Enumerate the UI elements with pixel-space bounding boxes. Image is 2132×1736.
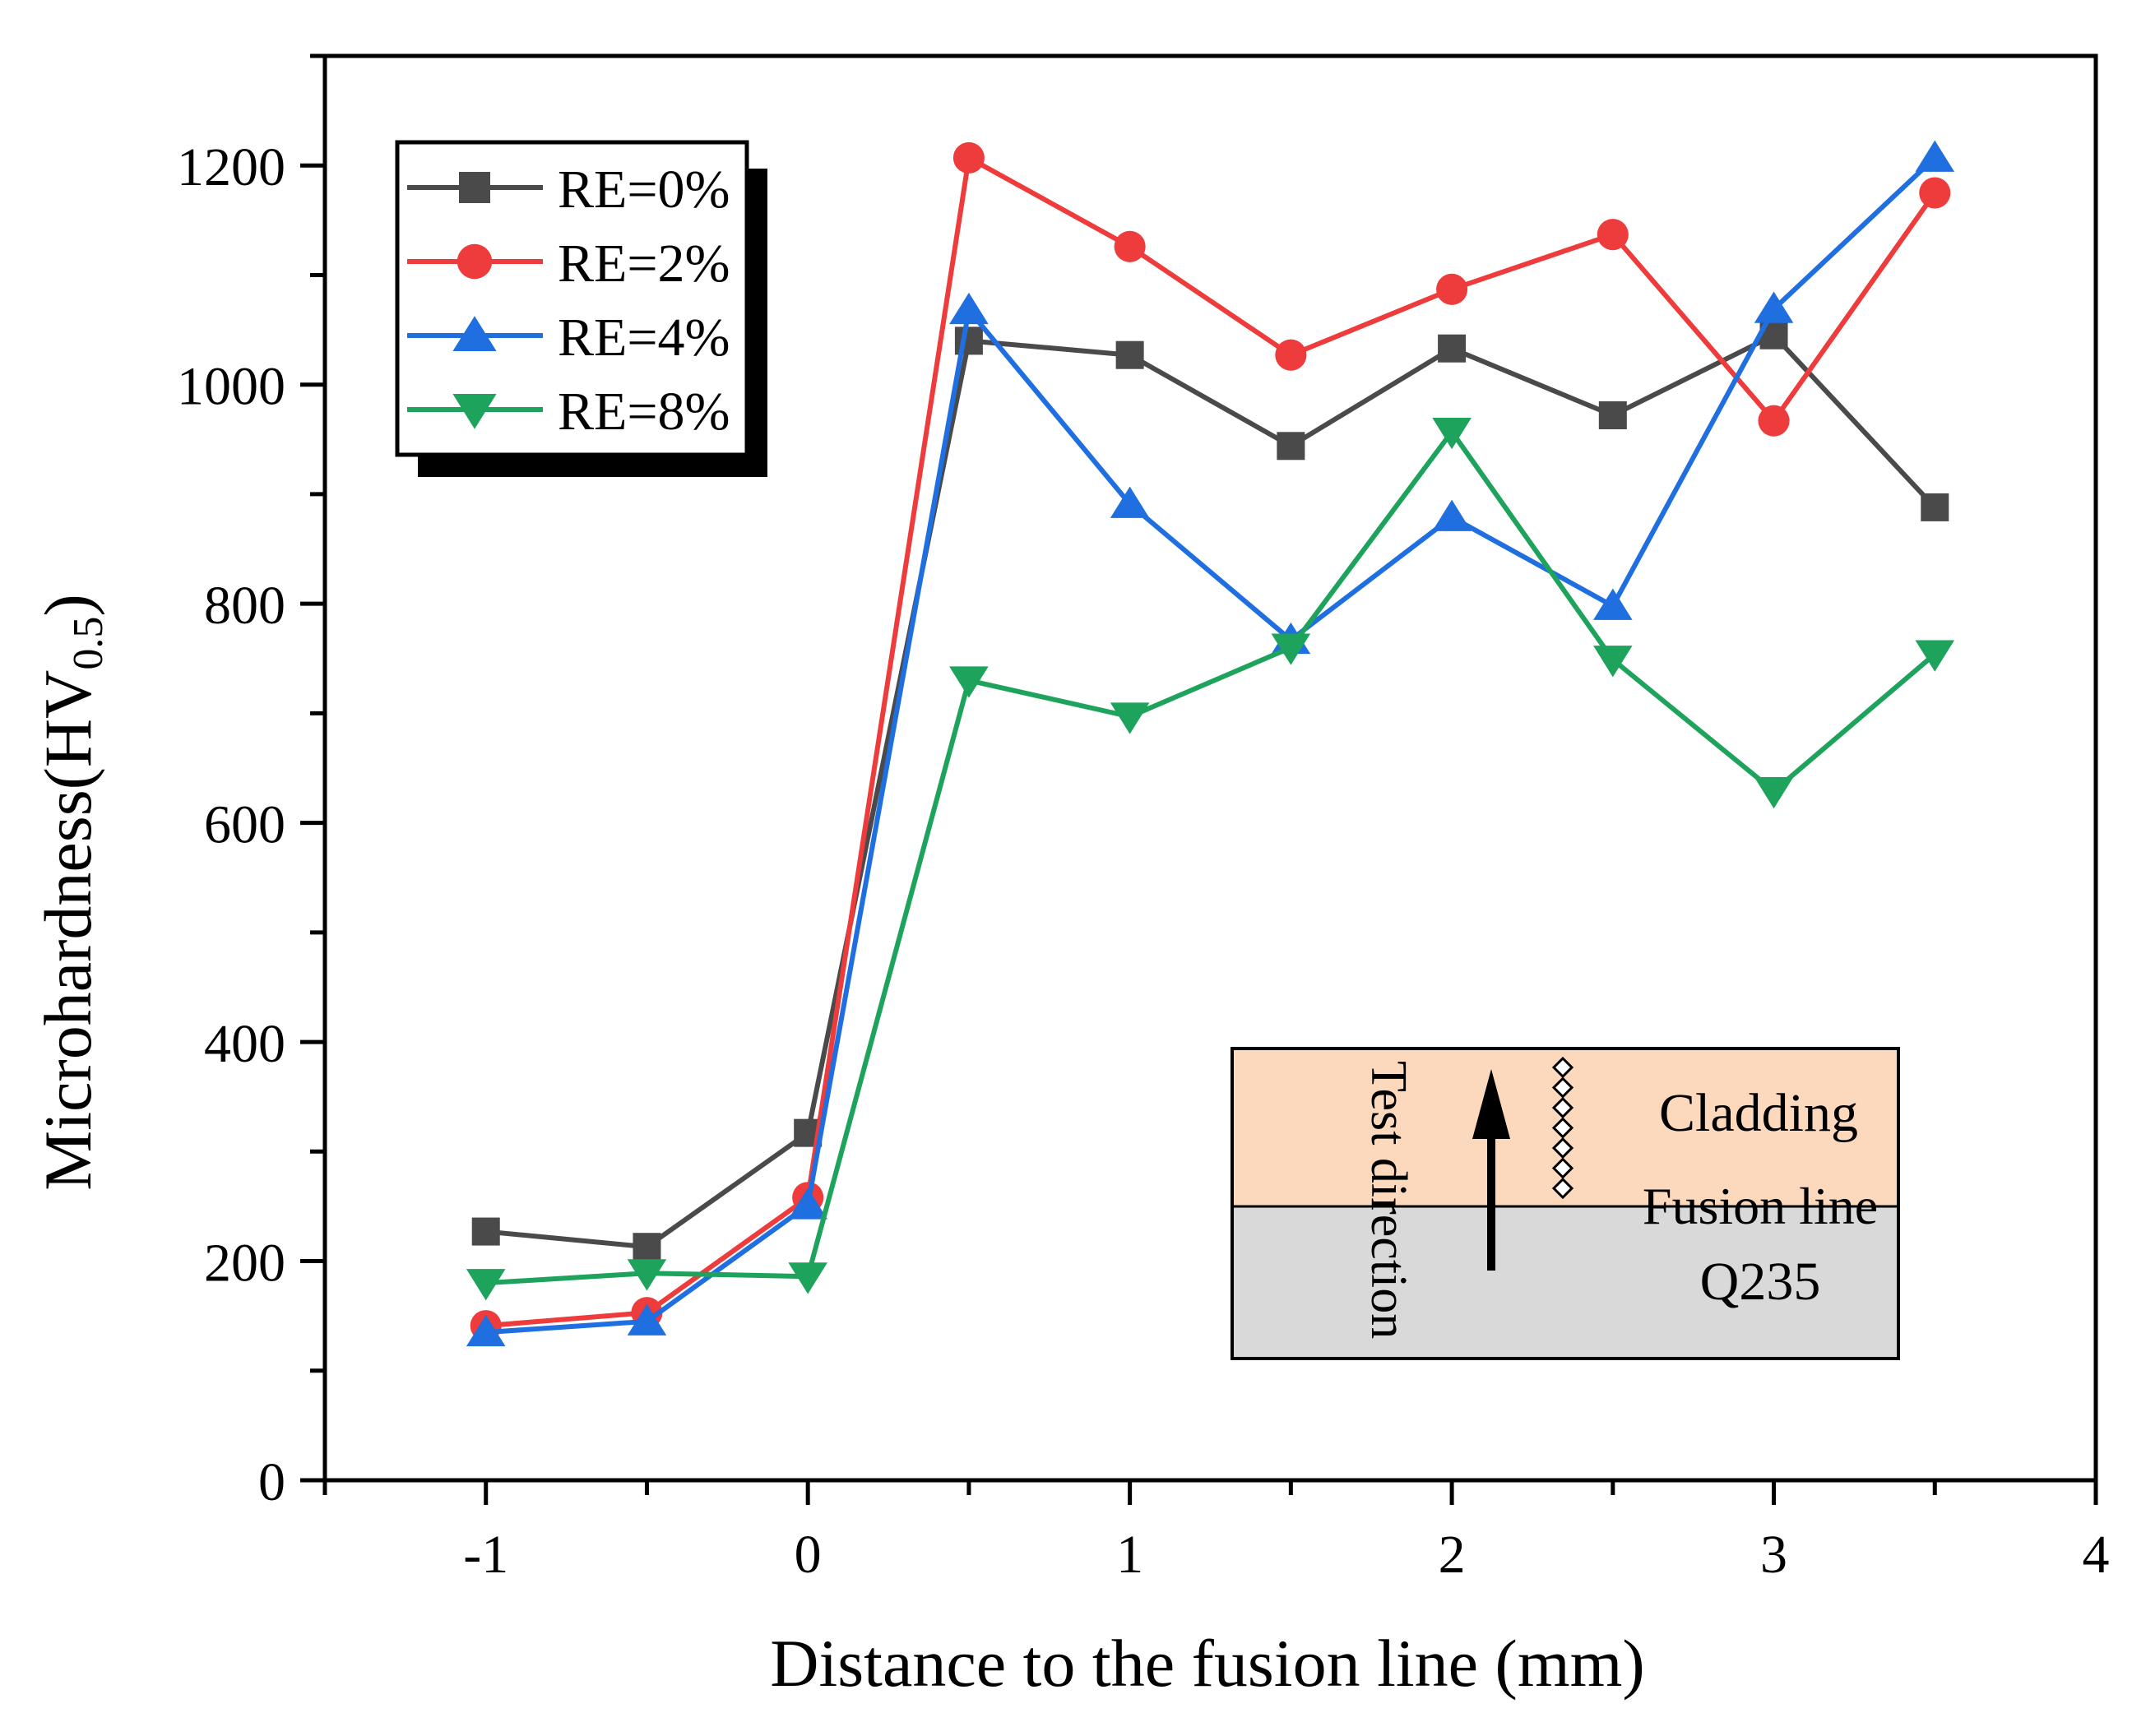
data-point: [1593, 588, 1633, 620]
series-RE=4%: [466, 140, 1955, 1347]
y-tick-label: 200: [204, 1234, 285, 1294]
y-tick-label: 1000: [177, 357, 285, 417]
legend: RE=0% RE=2% RE=4% RE=8%: [395, 140, 767, 477]
data-point: [952, 141, 985, 174]
y-tick-label: 0: [258, 1452, 285, 1512]
data-point: [633, 1233, 661, 1261]
data-point: [1915, 140, 1955, 172]
legend-marker: [459, 172, 490, 203]
series-line: [485, 428, 1937, 1286]
indent-markers: [1551, 1056, 1574, 1200]
x-tick-label: 1: [1116, 1525, 1143, 1585]
x-tick-label: -1: [463, 1525, 508, 1585]
data-point: [1432, 499, 1472, 531]
legend-items: RE=0% RE=2% RE=4% RE=8%: [407, 160, 730, 442]
indent-marker-icon: [1551, 1117, 1574, 1139]
data-point: [1271, 633, 1311, 665]
legend-box: [395, 140, 749, 457]
y-tick-label: 600: [204, 795, 285, 855]
data-point: [1597, 219, 1629, 251]
data-point: [1921, 493, 1949, 521]
indent-marker-icon: [1551, 1056, 1574, 1079]
data-point: [1432, 417, 1472, 450]
x-tick-label: 3: [1760, 1525, 1787, 1585]
data-point: [627, 1303, 667, 1336]
inset-base-region: [1232, 1206, 1898, 1359]
y-tick-label: 800: [204, 576, 285, 636]
legend-label: RE=8%: [558, 382, 730, 442]
data-point: [788, 1187, 827, 1220]
data-point: [949, 666, 989, 698]
data-point: [1114, 230, 1146, 262]
test-direction-arrow-head-icon: [1472, 1069, 1510, 1139]
x-axis-label: Distance to the fusion line (mm): [770, 1626, 1644, 1701]
legend-marker: [457, 243, 493, 280]
indent-marker-icon: [1551, 1076, 1574, 1099]
y-tick-label: 1200: [177, 137, 285, 197]
data-point: [1110, 702, 1150, 734]
series-RE=0%: [471, 321, 1949, 1261]
inset-border: [1231, 1047, 1900, 1360]
legend-marker: [452, 316, 497, 351]
x-tick-label: 2: [1439, 1525, 1466, 1585]
legend-marker: [452, 394, 497, 429]
series-line: [485, 332, 1937, 1250]
plot-frame: [322, 53, 2098, 1483]
test-direction-label: Test direction: [1360, 1061, 1416, 1339]
cladding-label: Cladding: [1659, 1083, 1858, 1143]
legend-label: RE=4%: [558, 308, 730, 368]
data-point: [954, 326, 983, 355]
indent-marker-icon: [1551, 1177, 1574, 1200]
data-point: [1115, 340, 1144, 369]
base-metal-label: Q235: [1700, 1252, 1821, 1312]
data-point: [949, 292, 989, 325]
data-point: [627, 1259, 667, 1291]
legend-label: RE=2%: [558, 234, 730, 294]
data-point: [1598, 400, 1627, 429]
data-point: [1110, 486, 1150, 518]
data-point: [1438, 334, 1467, 363]
legend-label: RE=0%: [558, 160, 730, 220]
data-point: [466, 1314, 506, 1347]
indent-marker-icon: [1551, 1157, 1574, 1179]
series-RE=8%: [466, 417, 1955, 1301]
data-point: [471, 1217, 500, 1246]
y-axis-label-subscript: 0.5: [65, 617, 112, 670]
axes: 0 200 400 600 800 1000 1200 -1 0 1 2 3 4: [177, 53, 2110, 1585]
data-point: [1754, 776, 1794, 809]
data-point: [466, 1269, 506, 1301]
y-axis-label-main: Microhardness(HV: [30, 670, 105, 1191]
data-point: [1593, 646, 1633, 678]
x-tick-label: 4: [2083, 1525, 2110, 1585]
series-line: [485, 155, 1937, 1336]
data-point: [788, 1262, 827, 1294]
series-line: [485, 155, 1937, 1329]
y-axis-label: Microhardness(HV0.5): [30, 594, 112, 1190]
indent-marker-icon: [1551, 1096, 1574, 1119]
series-layer: [466, 140, 1955, 1347]
data-point: [1754, 291, 1794, 323]
indent-marker-icon: [1551, 1137, 1574, 1160]
data-point: [1275, 339, 1307, 371]
data-point: [1436, 273, 1468, 305]
y-axis-label-close: ): [30, 594, 105, 616]
data-point: [1919, 177, 1951, 209]
fusion-line-label: Fusion line: [1643, 1177, 1878, 1235]
x-tick-label: 0: [795, 1525, 822, 1585]
data-point: [1277, 432, 1305, 461]
y-tick-label: 400: [204, 1014, 285, 1074]
data-point: [1915, 640, 1955, 672]
inset-schematic: Test direction Cladding Fusion line Q235: [1231, 1047, 1900, 1360]
data-point: [1758, 405, 1790, 437]
